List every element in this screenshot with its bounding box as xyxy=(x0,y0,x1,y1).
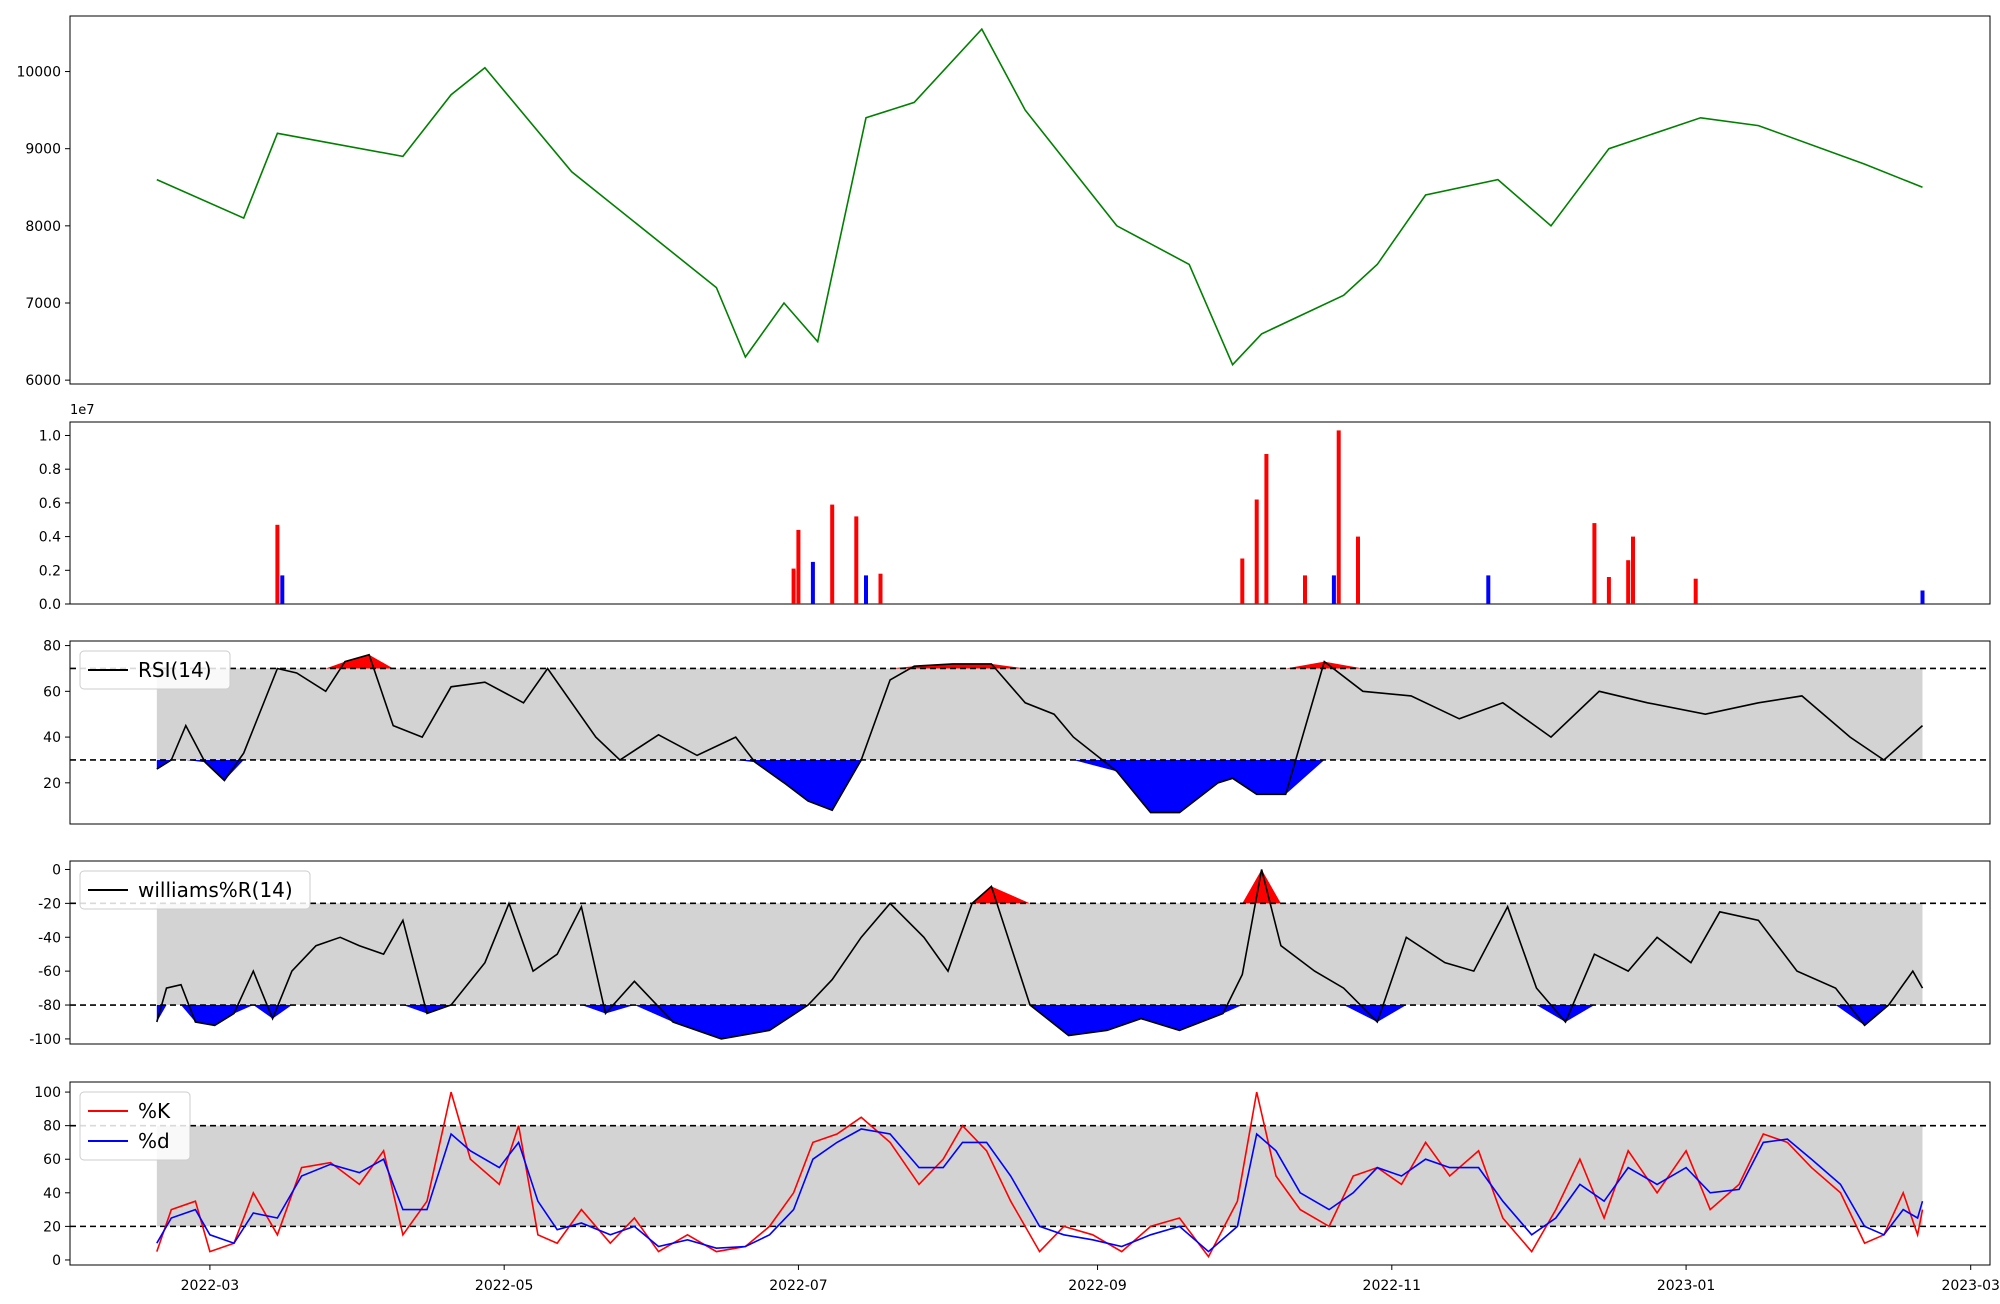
volume-bar xyxy=(1486,575,1490,604)
volume-exponent-label: 1e7 xyxy=(70,403,95,418)
volume-bar xyxy=(280,575,284,604)
y-tick-label: 20 xyxy=(43,776,61,792)
volume-bar xyxy=(1303,575,1307,604)
x-tick-label: 2023-01 xyxy=(1657,1278,1716,1294)
x-tick-label: 2022-03 xyxy=(181,1278,240,1294)
volume-bar xyxy=(879,574,883,604)
y-tick-label: 0.4 xyxy=(39,530,61,546)
volume-bar xyxy=(1694,579,1698,604)
y-tick-label: -100 xyxy=(29,1032,61,1048)
volume-bar xyxy=(1264,454,1268,604)
y-tick-label: 80 xyxy=(43,639,61,655)
volume-bar xyxy=(1356,537,1360,604)
x-tick-label: 2022-07 xyxy=(769,1278,828,1294)
y-tick-label: 0.8 xyxy=(39,462,61,478)
neutral-band xyxy=(157,668,1923,760)
y-tick-label: 6000 xyxy=(25,373,61,389)
legend-label: RSI(14) xyxy=(138,658,212,682)
volume-bar xyxy=(1592,523,1596,604)
y-tick-label: 40 xyxy=(43,1186,61,1202)
y-tick-label: 10000 xyxy=(16,65,61,81)
x-tick-label: 2022-05 xyxy=(475,1278,534,1294)
y-tick-label: 7000 xyxy=(25,296,61,312)
y-tick-label: 60 xyxy=(43,1152,61,1168)
volume-bar xyxy=(1631,537,1635,604)
volume-bar xyxy=(1240,559,1244,605)
y-tick-label: 0.2 xyxy=(39,563,61,579)
y-tick-label: 100 xyxy=(34,1085,61,1101)
volume-bar xyxy=(1255,500,1259,605)
volume-bar xyxy=(1921,591,1925,605)
y-tick-label: 80 xyxy=(43,1119,61,1135)
y-tick-label: -60 xyxy=(38,964,61,980)
volume-bar xyxy=(1332,575,1336,604)
y-tick-label: 9000 xyxy=(25,142,61,158)
volume-bar xyxy=(864,575,868,604)
legend-box xyxy=(80,1092,190,1160)
neutral-band xyxy=(157,1126,1923,1227)
legend-label: %d xyxy=(138,1129,170,1153)
y-tick-label: 0.6 xyxy=(39,496,61,512)
volume-bar xyxy=(1626,560,1630,604)
volume-bar xyxy=(1337,430,1341,604)
x-tick-label: 2023-03 xyxy=(1941,1278,2000,1294)
y-tick-label: 40 xyxy=(43,730,61,746)
volume-bar xyxy=(796,530,800,604)
x-tick-label: 2022-09 xyxy=(1068,1278,1127,1294)
y-tick-label: 0 xyxy=(52,1253,61,1269)
x-tick-label: 2022-11 xyxy=(1363,1278,1422,1294)
y-tick-label: 0 xyxy=(52,862,61,878)
volume-bar xyxy=(854,516,858,604)
volume-bar xyxy=(811,562,815,604)
volume-bar xyxy=(275,525,279,604)
y-tick-label: 20 xyxy=(43,1219,61,1235)
y-tick-label: -80 xyxy=(38,998,61,1014)
volume-bar xyxy=(792,569,796,604)
y-tick-label: 60 xyxy=(43,684,61,700)
volume-bar xyxy=(1607,577,1611,604)
y-tick-label: 1.0 xyxy=(39,428,61,444)
y-tick-label: 8000 xyxy=(25,219,61,235)
y-tick-label: -40 xyxy=(38,930,61,946)
legend-label: %K xyxy=(138,1099,171,1123)
legend-label: williams%R(14) xyxy=(138,878,293,902)
y-tick-label: -20 xyxy=(38,896,61,912)
volume-bar xyxy=(830,505,834,604)
y-tick-label: 0.0 xyxy=(39,597,61,613)
